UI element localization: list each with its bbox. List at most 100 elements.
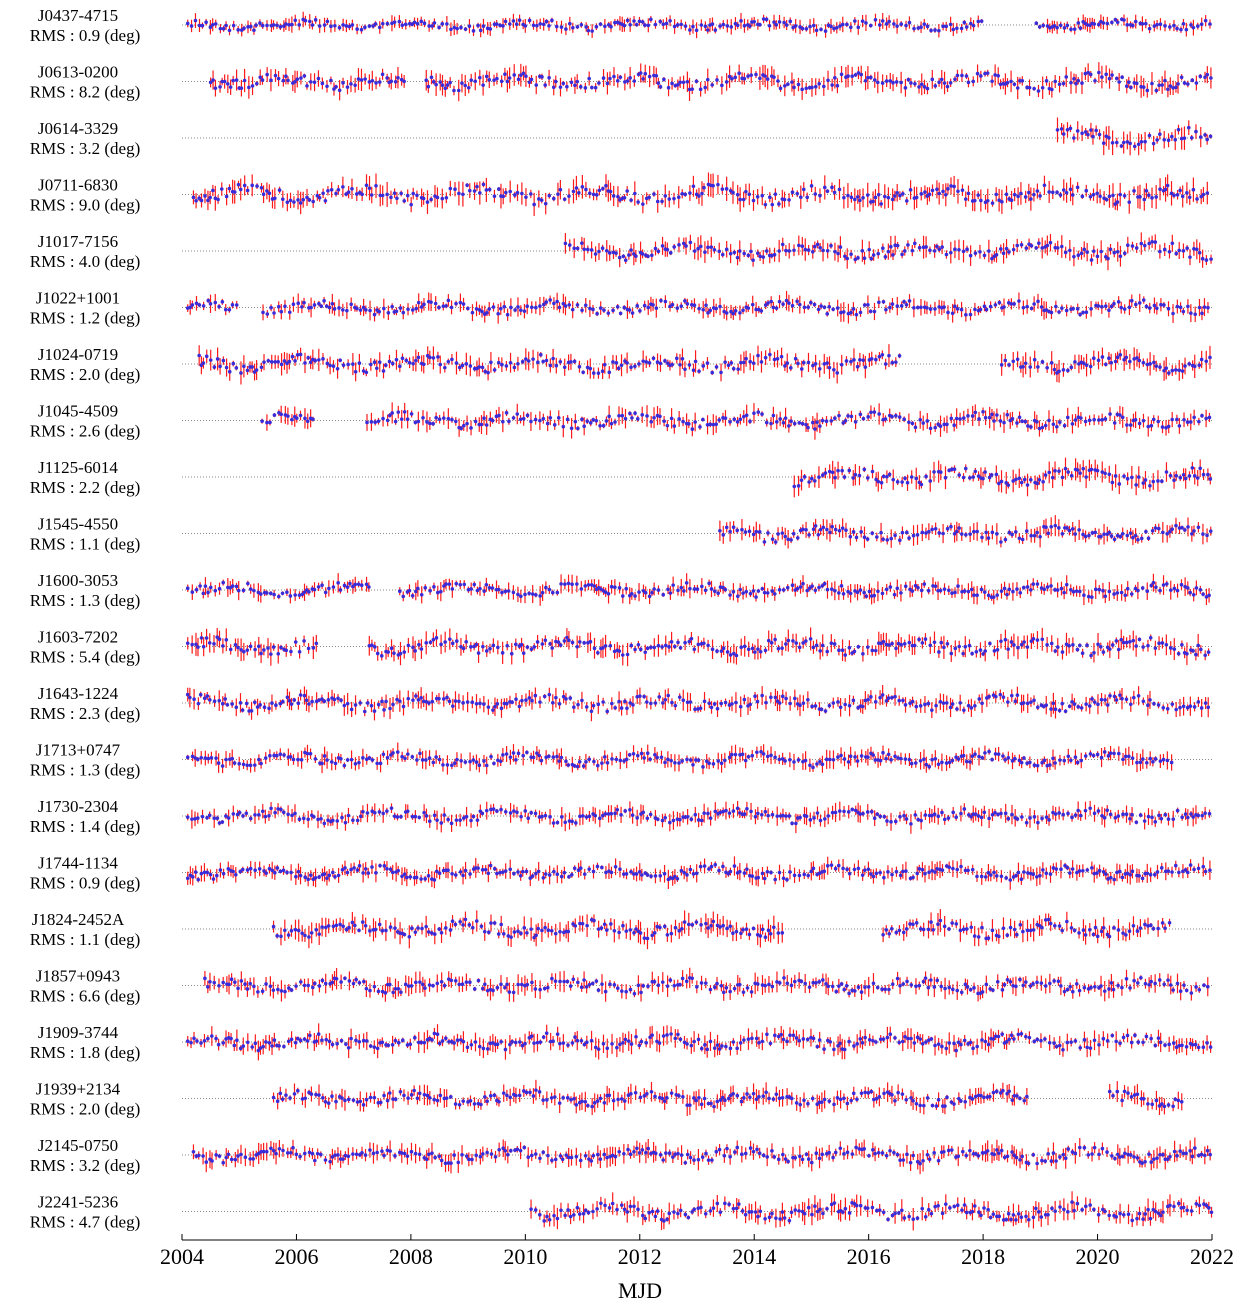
residual-point	[1147, 133, 1152, 138]
residual-point	[984, 307, 989, 312]
residual-point	[409, 412, 414, 416]
residual-point	[399, 417, 404, 421]
residual-point	[756, 353, 760, 358]
residual-point	[1088, 72, 1093, 77]
residual-point	[1079, 251, 1084, 256]
residual-point	[916, 585, 920, 590]
residual-point	[720, 187, 725, 191]
residual-point	[1017, 476, 1022, 481]
residual-point	[268, 591, 273, 596]
residual-point	[651, 356, 656, 361]
residual-point	[699, 244, 703, 249]
residual-point	[603, 24, 607, 29]
residual-point	[1147, 306, 1152, 310]
residual-point	[531, 23, 536, 28]
residual-point	[1066, 470, 1071, 474]
residual-point	[280, 591, 285, 596]
residual-point	[891, 80, 895, 85]
residual-point	[757, 530, 762, 534]
residual-point	[305, 195, 309, 200]
residual-point	[638, 309, 642, 313]
residual-point	[658, 85, 663, 89]
residual-point	[682, 589, 686, 593]
residual-point	[668, 251, 673, 255]
residual-point	[385, 21, 390, 26]
residual-point	[898, 538, 902, 543]
residual-point	[941, 24, 945, 29]
residual-point	[1084, 363, 1089, 367]
residual-point	[1141, 85, 1146, 89]
residual-point	[805, 195, 810, 200]
residual-point	[623, 80, 627, 84]
residual-point	[997, 481, 1001, 486]
residual-point	[649, 419, 654, 424]
residual-point	[398, 306, 403, 310]
residual-point	[646, 254, 650, 259]
residual-point	[544, 300, 549, 304]
residual-point	[413, 420, 418, 425]
residual-point	[1101, 588, 1105, 593]
residual-point	[633, 594, 637, 598]
residual-point	[1207, 415, 1212, 420]
residual-point	[661, 592, 666, 597]
residual-point	[421, 415, 425, 420]
residual-point	[487, 585, 492, 590]
residual-point	[882, 194, 887, 199]
residual-point	[569, 80, 574, 85]
residual-point	[696, 246, 700, 251]
residual-point	[953, 304, 957, 309]
residual-point	[254, 81, 259, 86]
residual-point	[672, 424, 677, 428]
residual-point	[1200, 256, 1205, 261]
residual-point	[1132, 189, 1136, 193]
residual-point	[866, 302, 870, 307]
residual-point	[782, 20, 786, 25]
residual-point	[218, 364, 222, 369]
residual-point	[1034, 21, 1039, 26]
residual-point	[1194, 129, 1198, 134]
residual-point	[641, 77, 645, 81]
residual-point	[1074, 589, 1079, 593]
residual-point	[724, 247, 729, 252]
residual-point	[1053, 587, 1057, 592]
residual-point	[291, 302, 296, 307]
residual-point	[407, 588, 412, 593]
residual-point	[445, 22, 449, 26]
residual-point	[602, 308, 606, 312]
residual-point	[380, 21, 385, 26]
residual-point	[872, 309, 877, 314]
residual-point	[311, 199, 315, 204]
residual-point	[218, 26, 223, 31]
residual-point	[666, 85, 671, 90]
residual-point	[721, 22, 726, 27]
residual-point	[742, 76, 747, 81]
residual-point	[298, 352, 303, 357]
residual-point	[302, 300, 306, 305]
residual-point	[514, 22, 519, 26]
residual-point	[806, 425, 810, 430]
residual-point	[262, 360, 266, 364]
residual-point	[809, 300, 813, 305]
residual-point	[238, 187, 243, 192]
residual-point	[473, 79, 478, 84]
residual-point	[534, 593, 538, 597]
residual-point	[755, 251, 760, 256]
residual-point	[668, 591, 673, 595]
residual-point	[435, 590, 440, 595]
residual-point	[1137, 421, 1142, 426]
residual-point	[925, 419, 930, 423]
residual-point	[197, 23, 202, 28]
residual-point	[1117, 80, 1121, 84]
residual-point	[371, 24, 375, 28]
residual-point	[188, 305, 193, 310]
residual-point	[919, 25, 923, 30]
residual-point	[917, 245, 922, 250]
residual-point	[254, 23, 258, 28]
residual-point	[419, 593, 424, 597]
residual-point	[505, 312, 510, 317]
residual-point	[1168, 473, 1173, 478]
residual-point	[728, 593, 732, 597]
residual-point	[1200, 413, 1204, 418]
residual-point	[891, 253, 895, 257]
residual-point	[769, 253, 774, 258]
